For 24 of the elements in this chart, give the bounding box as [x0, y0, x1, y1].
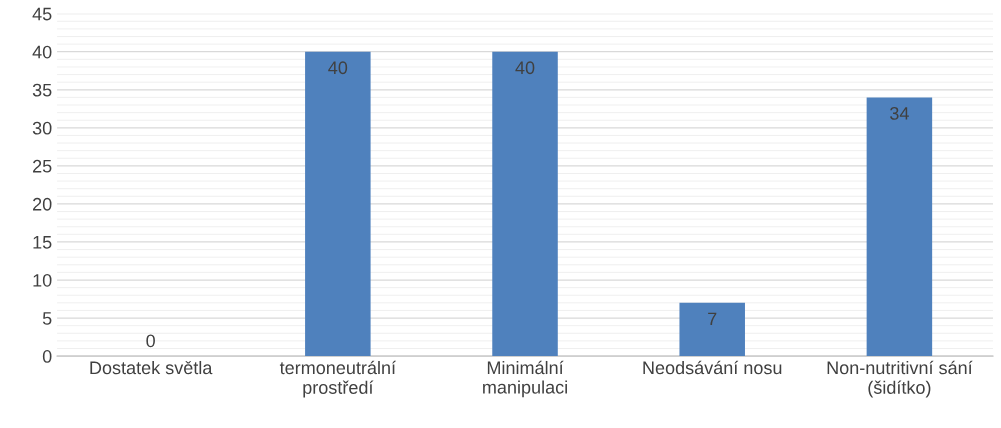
data-label: 0: [146, 334, 155, 348]
bar: [866, 97, 933, 357]
data-label: 40: [515, 61, 535, 75]
x-tick-label: termoneutrální prostředí: [279, 360, 396, 398]
y-tick-label: 20: [33, 197, 52, 211]
y-tick-label: 10: [33, 273, 52, 287]
bar: [679, 302, 745, 357]
data-label: 7: [708, 312, 717, 326]
x-tick-label: Neodsávání nosu: [643, 360, 782, 375]
x-tick-label: Dostatek světla: [90, 360, 213, 375]
y-tick-label: 0: [42, 350, 52, 363]
y-tick-label: 35: [32, 83, 52, 97]
y-tick-label: 45: [32, 7, 52, 21]
y-tick-label: 5: [42, 312, 52, 325]
data-label: 34: [890, 107, 909, 120]
y-tick-label: 15: [33, 236, 52, 249]
x-tick-label: Non-nutritivní sání (šidítko): [827, 360, 973, 398]
data-label: 40: [328, 61, 348, 75]
bar: [492, 51, 558, 357]
y-tick-label: 30: [32, 121, 52, 135]
bar: [305, 51, 371, 357]
x-tick-label: Minimální manipulaci: [483, 360, 567, 398]
y-tick-label: 40: [32, 45, 52, 59]
y-tick-label: 25: [33, 159, 52, 173]
